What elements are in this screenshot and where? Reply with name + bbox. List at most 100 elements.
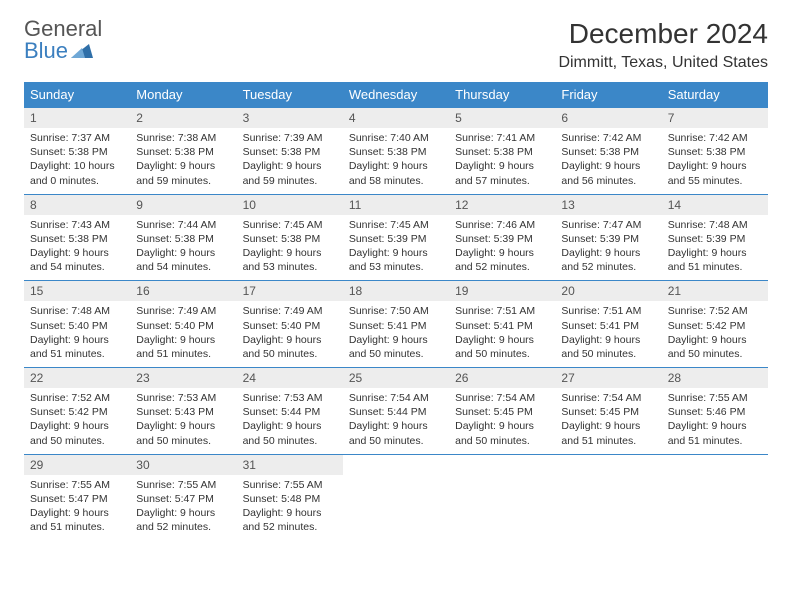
day-details: Sunrise: 7:53 AMSunset: 5:43 PMDaylight:… xyxy=(130,388,236,454)
sunrise-text: Sunrise: 7:40 AM xyxy=(349,131,443,145)
daylight-text: Daylight: 9 hours and 50 minutes. xyxy=(243,333,337,361)
sunrise-text: Sunrise: 7:51 AM xyxy=(455,304,549,318)
day-details: Sunrise: 7:51 AMSunset: 5:41 PMDaylight:… xyxy=(555,301,661,367)
daylight-text: Daylight: 9 hours and 56 minutes. xyxy=(561,159,655,187)
day-details: Sunrise: 7:48 AMSunset: 5:40 PMDaylight:… xyxy=(24,301,130,367)
sunrise-text: Sunrise: 7:51 AM xyxy=(561,304,655,318)
day-details: Sunrise: 7:46 AMSunset: 5:39 PMDaylight:… xyxy=(449,215,555,281)
calendar-day-cell: 10Sunrise: 7:45 AMSunset: 5:38 PMDayligh… xyxy=(237,194,343,281)
sunset-text: Sunset: 5:38 PM xyxy=(561,145,655,159)
sunset-text: Sunset: 5:44 PM xyxy=(243,405,337,419)
sunrise-text: Sunrise: 7:38 AM xyxy=(136,131,230,145)
daylight-text: Daylight: 9 hours and 58 minutes. xyxy=(349,159,443,187)
title-block: December 2024 Dimmitt, Texas, United Sta… xyxy=(558,18,768,72)
day-details: Sunrise: 7:38 AMSunset: 5:38 PMDaylight:… xyxy=(130,128,236,194)
day-details: Sunrise: 7:49 AMSunset: 5:40 PMDaylight:… xyxy=(130,301,236,367)
daylight-text: Daylight: 9 hours and 52 minutes. xyxy=(136,506,230,534)
calendar-day-cell: .. xyxy=(343,454,449,540)
calendar-day-cell: .. xyxy=(449,454,555,540)
day-header: Wednesday xyxy=(343,82,449,108)
day-number: 31 xyxy=(237,455,343,475)
calendar-table: SundayMondayTuesdayWednesdayThursdayFrid… xyxy=(24,82,768,540)
calendar-day-cell: .. xyxy=(555,454,661,540)
day-number: 11 xyxy=(343,195,449,215)
sunrise-text: Sunrise: 7:48 AM xyxy=(668,218,762,232)
calendar-day-cell: 2Sunrise: 7:38 AMSunset: 5:38 PMDaylight… xyxy=(130,108,236,195)
day-header: Monday xyxy=(130,82,236,108)
daylight-text: Daylight: 9 hours and 50 minutes. xyxy=(455,419,549,447)
daylight-text: Daylight: 9 hours and 53 minutes. xyxy=(349,246,443,274)
day-details: Sunrise: 7:44 AMSunset: 5:38 PMDaylight:… xyxy=(130,215,236,281)
sunrise-text: Sunrise: 7:42 AM xyxy=(561,131,655,145)
day-details: Sunrise: 7:54 AMSunset: 5:44 PMDaylight:… xyxy=(343,388,449,454)
day-number: 27 xyxy=(555,368,661,388)
day-number: 9 xyxy=(130,195,236,215)
day-number: 8 xyxy=(24,195,130,215)
day-details: Sunrise: 7:37 AMSunset: 5:38 PMDaylight:… xyxy=(24,128,130,194)
daylight-text: Daylight: 9 hours and 59 minutes. xyxy=(136,159,230,187)
calendar-day-cell: 16Sunrise: 7:49 AMSunset: 5:40 PMDayligh… xyxy=(130,281,236,368)
sunrise-text: Sunrise: 7:45 AM xyxy=(349,218,443,232)
day-details: Sunrise: 7:48 AMSunset: 5:39 PMDaylight:… xyxy=(662,215,768,281)
daylight-text: Daylight: 9 hours and 50 minutes. xyxy=(243,419,337,447)
sunset-text: Sunset: 5:38 PM xyxy=(243,145,337,159)
sunrise-text: Sunrise: 7:47 AM xyxy=(561,218,655,232)
calendar-day-cell: 6Sunrise: 7:42 AMSunset: 5:38 PMDaylight… xyxy=(555,108,661,195)
sunset-text: Sunset: 5:43 PM xyxy=(136,405,230,419)
sunrise-text: Sunrise: 7:55 AM xyxy=(243,478,337,492)
sunset-text: Sunset: 5:45 PM xyxy=(561,405,655,419)
day-number: 4 xyxy=(343,108,449,128)
daylight-text: Daylight: 9 hours and 51 minutes. xyxy=(668,246,762,274)
sunset-text: Sunset: 5:44 PM xyxy=(349,405,443,419)
calendar-day-cell: 24Sunrise: 7:53 AMSunset: 5:44 PMDayligh… xyxy=(237,368,343,455)
sunset-text: Sunset: 5:38 PM xyxy=(30,145,124,159)
calendar-day-cell: 19Sunrise: 7:51 AMSunset: 5:41 PMDayligh… xyxy=(449,281,555,368)
day-details: Sunrise: 7:39 AMSunset: 5:38 PMDaylight:… xyxy=(237,128,343,194)
day-number: 17 xyxy=(237,281,343,301)
sunrise-text: Sunrise: 7:55 AM xyxy=(136,478,230,492)
sunset-text: Sunset: 5:39 PM xyxy=(668,232,762,246)
sunset-text: Sunset: 5:41 PM xyxy=(455,319,549,333)
day-number: 23 xyxy=(130,368,236,388)
sunset-text: Sunset: 5:39 PM xyxy=(561,232,655,246)
day-number: 12 xyxy=(449,195,555,215)
day-number: 2 xyxy=(130,108,236,128)
daylight-text: Daylight: 9 hours and 50 minutes. xyxy=(136,419,230,447)
day-details: Sunrise: 7:43 AMSunset: 5:38 PMDaylight:… xyxy=(24,215,130,281)
sunset-text: Sunset: 5:38 PM xyxy=(136,232,230,246)
calendar-day-cell: 26Sunrise: 7:54 AMSunset: 5:45 PMDayligh… xyxy=(449,368,555,455)
day-number: 10 xyxy=(237,195,343,215)
day-number: 22 xyxy=(24,368,130,388)
day-header: Saturday xyxy=(662,82,768,108)
daylight-text: Daylight: 9 hours and 52 minutes. xyxy=(243,506,337,534)
day-details: Sunrise: 7:51 AMSunset: 5:41 PMDaylight:… xyxy=(449,301,555,367)
daylight-text: Daylight: 9 hours and 57 minutes. xyxy=(455,159,549,187)
calendar-day-cell: 28Sunrise: 7:55 AMSunset: 5:46 PMDayligh… xyxy=(662,368,768,455)
daylight-text: Daylight: 9 hours and 53 minutes. xyxy=(243,246,337,274)
day-details: Sunrise: 7:41 AMSunset: 5:38 PMDaylight:… xyxy=(449,128,555,194)
sunset-text: Sunset: 5:47 PM xyxy=(30,492,124,506)
calendar-day-cell: 4Sunrise: 7:40 AMSunset: 5:38 PMDaylight… xyxy=(343,108,449,195)
day-header: Sunday xyxy=(24,82,130,108)
sunset-text: Sunset: 5:40 PM xyxy=(243,319,337,333)
calendar-day-cell: 14Sunrise: 7:48 AMSunset: 5:39 PMDayligh… xyxy=(662,194,768,281)
daylight-text: Daylight: 9 hours and 55 minutes. xyxy=(668,159,762,187)
day-number: 20 xyxy=(555,281,661,301)
daylight-text: Daylight: 9 hours and 51 minutes. xyxy=(561,419,655,447)
day-number: 7 xyxy=(662,108,768,128)
day-number: 15 xyxy=(24,281,130,301)
sunset-text: Sunset: 5:41 PM xyxy=(349,319,443,333)
calendar-day-cell: 15Sunrise: 7:48 AMSunset: 5:40 PMDayligh… xyxy=(24,281,130,368)
calendar-day-cell: 1Sunrise: 7:37 AMSunset: 5:38 PMDaylight… xyxy=(24,108,130,195)
sunset-text: Sunset: 5:39 PM xyxy=(349,232,443,246)
daylight-text: Daylight: 9 hours and 51 minutes. xyxy=(136,333,230,361)
calendar-day-cell: 20Sunrise: 7:51 AMSunset: 5:41 PMDayligh… xyxy=(555,281,661,368)
calendar-day-cell: 27Sunrise: 7:54 AMSunset: 5:45 PMDayligh… xyxy=(555,368,661,455)
calendar-day-cell: 8Sunrise: 7:43 AMSunset: 5:38 PMDaylight… xyxy=(24,194,130,281)
sunset-text: Sunset: 5:38 PM xyxy=(30,232,124,246)
day-number: 28 xyxy=(662,368,768,388)
location-subtitle: Dimmitt, Texas, United States xyxy=(558,54,768,72)
day-details: Sunrise: 7:55 AMSunset: 5:47 PMDaylight:… xyxy=(24,475,130,541)
day-number: 29 xyxy=(24,455,130,475)
day-details: Sunrise: 7:42 AMSunset: 5:38 PMDaylight:… xyxy=(662,128,768,194)
